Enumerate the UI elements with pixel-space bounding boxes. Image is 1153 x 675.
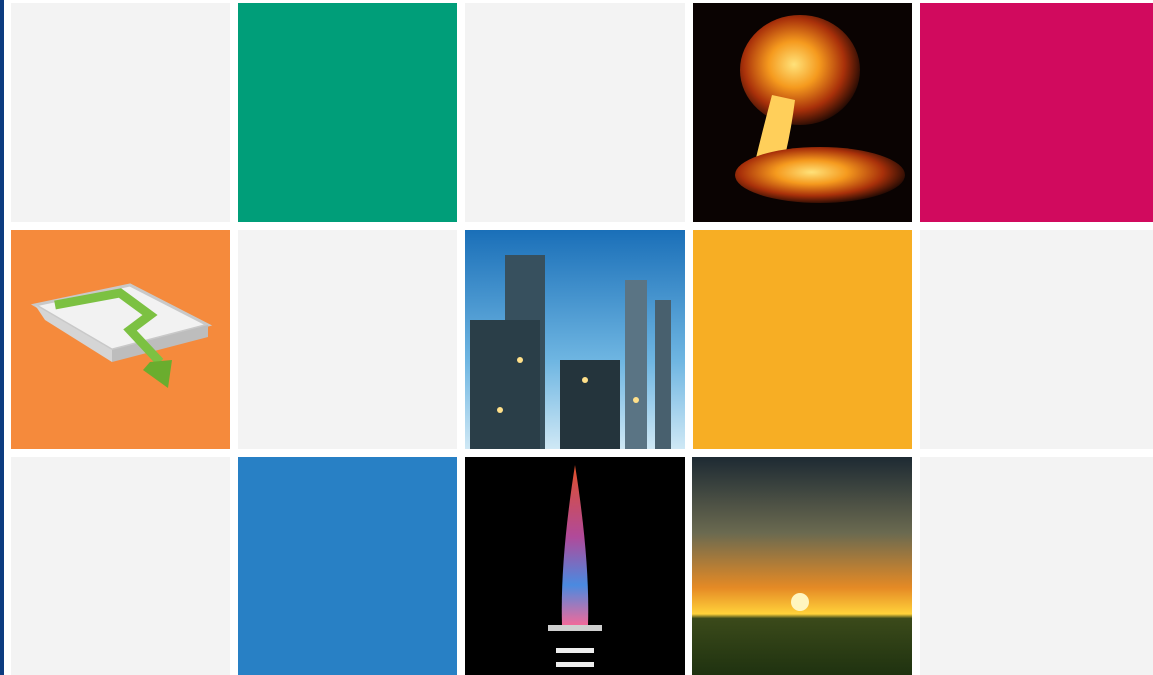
maze-image [11, 230, 230, 449]
side-bar [0, 0, 4, 675]
tile-grid [0, 0, 1153, 675]
molten-metal-image [693, 3, 912, 222]
tile [11, 457, 230, 675]
flame-image [465, 457, 685, 675]
tile [11, 3, 230, 222]
refinery-image [465, 230, 685, 449]
tile [465, 3, 685, 222]
tile [238, 3, 457, 222]
tile [238, 230, 457, 449]
tile [920, 457, 1153, 675]
sunset-image [692, 457, 912, 675]
tile [920, 230, 1153, 449]
tile [920, 3, 1153, 222]
tile [693, 230, 912, 449]
tile-grid-page [0, 0, 1153, 675]
tile [238, 457, 457, 675]
